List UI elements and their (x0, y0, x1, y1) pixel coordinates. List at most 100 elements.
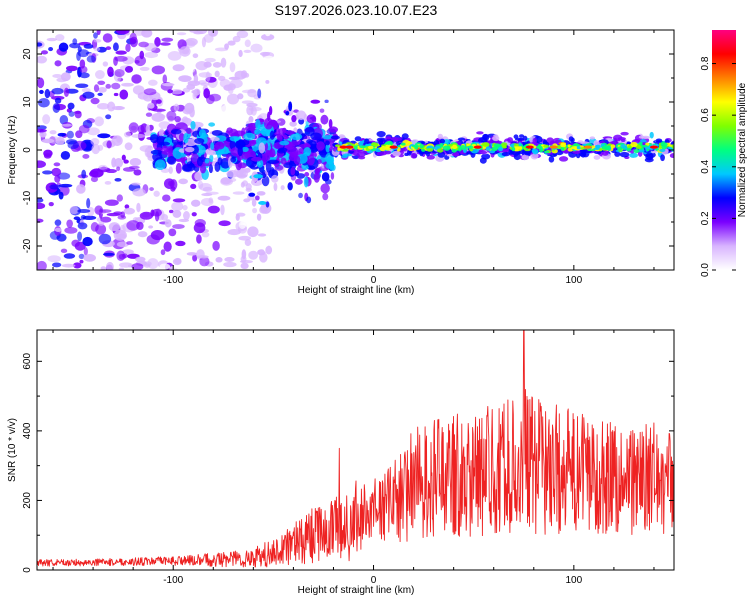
band-blob (158, 128, 165, 138)
noise-blob (51, 167, 62, 177)
transition-blob (253, 174, 264, 179)
band-blob (267, 159, 280, 165)
colorbar: 0.0 0.2 0.4 0.6 0.8 Normalized spectral ampl… (700, 30, 748, 277)
noise-blob (207, 205, 220, 214)
band-blob (298, 148, 305, 153)
noise-blob (250, 43, 263, 53)
snr-x-label: Height of straight line (km) (298, 585, 415, 596)
y-tick-label: 10 (22, 96, 33, 108)
transition-blob (273, 182, 278, 192)
signal-core-blob (359, 145, 367, 149)
noise-blob (212, 212, 220, 221)
noise-blob (61, 123, 73, 127)
noise-blob (122, 167, 136, 172)
noise-blob (144, 51, 159, 59)
band-blob (234, 140, 246, 149)
transition-blob (268, 105, 273, 116)
noise-blob (105, 83, 111, 89)
signal-halo-blob (378, 139, 384, 147)
noise-blob (105, 46, 112, 51)
band-blob (244, 126, 256, 132)
band-blob (204, 158, 210, 164)
transition-blob (258, 201, 267, 205)
colorbar-tick-label: 0.2 (700, 211, 711, 225)
noise-blob (60, 72, 71, 82)
signal-core-blob (411, 144, 420, 148)
band-blob (258, 142, 266, 154)
noise-blob (201, 193, 213, 197)
noise-blob (41, 50, 49, 55)
noise-blob (54, 60, 62, 67)
signal-peak-blob (473, 145, 482, 149)
noise-blob (170, 179, 178, 191)
noise-blob (258, 243, 268, 248)
noise-blob (245, 54, 253, 58)
signal-core-blob (426, 147, 434, 152)
noise-blob (37, 160, 46, 168)
band-blob (243, 132, 256, 141)
band-blob (190, 120, 196, 130)
noise-blob (114, 158, 124, 168)
noise-blob (160, 249, 166, 256)
signal-halo-blob (617, 136, 626, 141)
noise-blob (93, 38, 102, 43)
noise-blob (148, 225, 154, 229)
signal-core-blob (400, 142, 406, 146)
band-blob (269, 130, 275, 140)
signal-core-blob (645, 142, 650, 146)
noise-blob (67, 102, 75, 110)
noise-blob (121, 82, 134, 87)
noise-blob (98, 164, 108, 170)
signal-core-blob (543, 144, 550, 148)
noise-blob (135, 256, 146, 262)
noise-blob (48, 46, 54, 52)
signal-core-blob (610, 144, 616, 149)
noise-blob (96, 30, 101, 36)
band-blob (290, 167, 296, 176)
noise-blob (86, 197, 91, 209)
noise-blob (86, 55, 96, 63)
transition-blob (287, 182, 293, 191)
noise-blob (221, 104, 234, 114)
band-blob (229, 135, 240, 142)
signal-core-blob (439, 142, 444, 148)
signal-core-blob (576, 146, 581, 150)
noise-blob (243, 49, 252, 53)
signal-halo-blob (376, 151, 385, 156)
noise-blob (52, 102, 61, 113)
transition-blob (254, 195, 260, 201)
band-blob (263, 117, 274, 130)
colorbar-label: Normalized spectral amplitude (737, 82, 748, 217)
noise-blob (100, 266, 107, 270)
noise-blob (94, 205, 104, 215)
signal-core-blob (385, 144, 390, 149)
noise-blob (44, 88, 51, 99)
noise-blob (192, 53, 199, 59)
noise-blob (203, 88, 211, 99)
signal-core-blob (485, 146, 491, 151)
signal-halo-blob (619, 151, 630, 158)
noise-blob (202, 186, 213, 192)
signal-halo-blob (580, 149, 586, 155)
noise-blob (255, 240, 268, 244)
transition-blob (328, 126, 339, 133)
band-blob (306, 139, 313, 144)
transition-blob (291, 114, 297, 123)
noise-blob (220, 57, 227, 68)
transition-blob (276, 118, 286, 126)
band-blob (315, 167, 322, 173)
signal-core-blob (451, 144, 458, 150)
noise-blob (111, 157, 117, 168)
noise-blob (98, 209, 112, 213)
noise-blob (73, 216, 81, 221)
noise-blob (78, 124, 90, 134)
noise-blob (124, 204, 130, 209)
noise-blob (125, 43, 131, 53)
band-blob (278, 127, 287, 135)
noise-blob (219, 78, 231, 88)
noise-blob (252, 207, 258, 214)
transition-blob (298, 192, 303, 199)
band-blob (306, 154, 315, 166)
noise-blob (238, 49, 243, 58)
noise-blob (47, 255, 61, 263)
